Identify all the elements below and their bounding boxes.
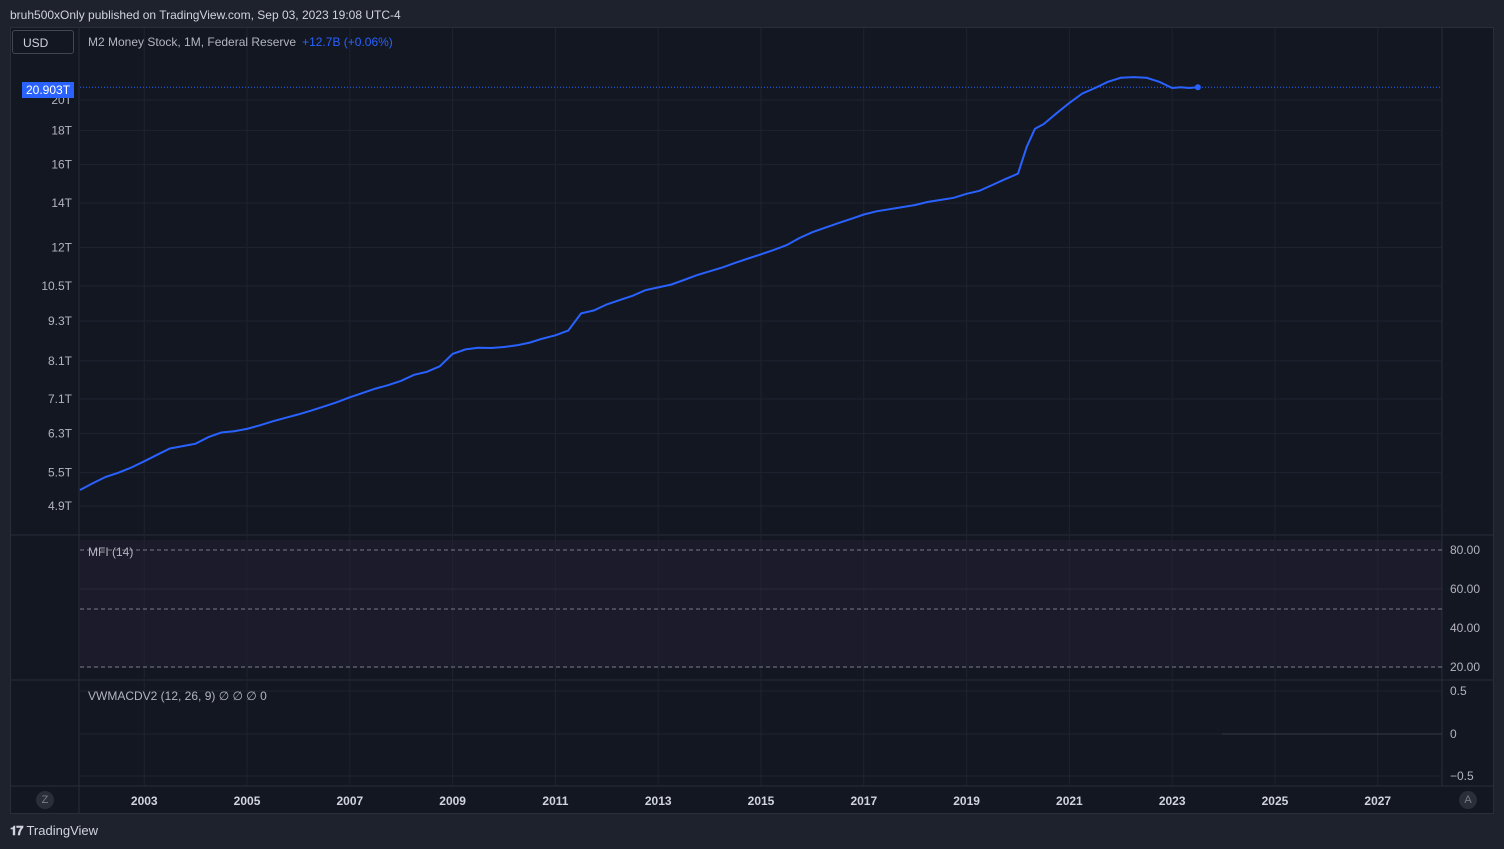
footer-brand: 𝟏𝟕 TradingView	[10, 823, 98, 839]
x-tick-label: 2021	[1056, 794, 1083, 808]
x-tick-label: 2027	[1364, 794, 1391, 808]
x-tick-label: 2013	[645, 794, 672, 808]
macd-tick-label: 0.5	[1450, 684, 1467, 698]
tradingview-logo-icon: 𝟏𝟕	[10, 823, 24, 838]
x-tick-label: 2005	[234, 794, 261, 808]
publish-header: bruh500xOnly published on TradingView.co…	[10, 8, 401, 22]
x-tick-label: 2009	[439, 794, 466, 808]
y-tick-label: 14T	[51, 196, 72, 210]
mfi-tick-label: 60.00	[1450, 582, 1480, 596]
y-tick-label: 4.9T	[48, 499, 73, 513]
last-price-tag: 20.903T	[22, 82, 75, 98]
time-zoom-button[interactable]: Z	[36, 791, 54, 809]
y-tick-label: 8.1T	[48, 354, 73, 368]
macd-tick-label: 0	[1450, 727, 1457, 741]
y-tick-label: 9.3T	[48, 314, 73, 328]
y-tick-label: 5.5T	[48, 466, 73, 480]
mfi-tick-label: 40.00	[1450, 621, 1480, 635]
macd-tick-label: −0.5	[1450, 769, 1474, 783]
x-tick-label: 2023	[1159, 794, 1186, 808]
chart-frame	[10, 27, 1494, 814]
series-change: +12.7B (+0.06%)	[302, 35, 393, 49]
mfi-tick-label: 80.00	[1450, 543, 1480, 557]
x-tick-label: 2019	[953, 794, 980, 808]
x-tick-label: 2015	[748, 794, 775, 808]
auto-scale-button[interactable]: A	[1459, 791, 1477, 809]
x-tick-label: 2007	[336, 794, 363, 808]
currency-button[interactable]: USD	[12, 30, 74, 54]
x-tick-label: 2003	[131, 794, 158, 808]
mfi-tick-label: 20.00	[1450, 660, 1480, 674]
series-title: M2 Money Stock, 1M, Federal Reserve	[88, 35, 297, 49]
y-tick-label: 10.5T	[41, 279, 72, 293]
x-tick-label: 2011	[542, 794, 568, 808]
m2-series-line	[79, 76, 1198, 491]
last-point	[1194, 84, 1201, 91]
brand-name: TradingView	[26, 823, 99, 838]
series-legend[interactable]: M2 Money Stock, 1M, Federal Reserve +12.7…	[88, 35, 393, 49]
y-tick-label: 16T	[51, 157, 72, 171]
macd-label[interactable]: VWMACDV2 (12, 26, 9) ∅ ∅ ∅ 0	[88, 689, 267, 703]
y-tick-label: 7.1T	[48, 392, 73, 406]
y-tick-label: 18T	[51, 123, 72, 137]
y-tick-label: 6.3T	[48, 426, 73, 440]
x-tick-label: 2017	[850, 794, 877, 808]
mfi-label[interactable]: MFI (14)	[88, 545, 134, 559]
y-tick-label: 12T	[51, 240, 72, 254]
x-tick-label: 2025	[1262, 794, 1289, 808]
